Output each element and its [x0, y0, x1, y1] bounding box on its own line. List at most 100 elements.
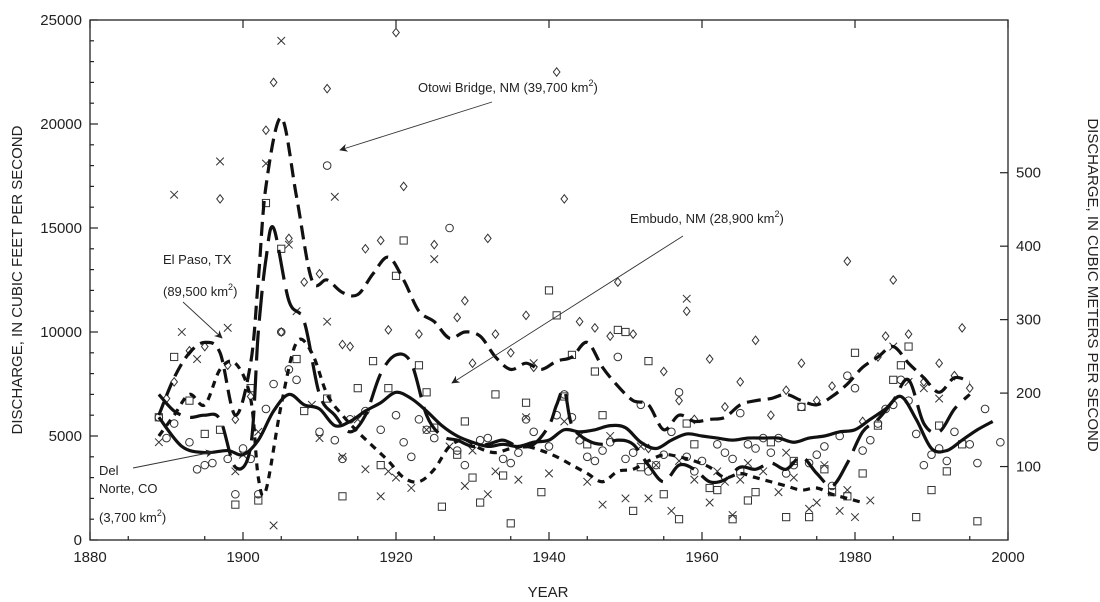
data-point-circle: [376, 425, 386, 435]
data-point-circle: [261, 404, 271, 414]
y2-tick-label: 400: [1016, 238, 1041, 255]
data-point-circle: [628, 448, 638, 457]
y2-tick-label: 300: [1016, 312, 1041, 329]
y-tick-label: 20000: [40, 116, 82, 133]
data-point-x: [483, 490, 492, 499]
data-point-circle: [521, 415, 531, 424]
data-point-square: [368, 357, 378, 366]
data-point-diamond: [522, 310, 530, 321]
data-point-circle: [866, 435, 875, 445]
series-line: [157, 337, 864, 505]
data-point-square: [751, 488, 760, 497]
data-point-circle: [192, 464, 202, 474]
data-point-circle: [858, 446, 867, 455]
data-point-square: [391, 271, 401, 280]
data-point-diamond: [950, 370, 959, 381]
data-point-circle: [827, 481, 837, 491]
annotations: Otowi Bridge, NM (39,700 km2) Embudo, NM…: [99, 78, 784, 525]
data-point-square: [231, 500, 240, 509]
data-point-square: [453, 450, 462, 459]
data-point-circle: [651, 460, 661, 470]
data-point-x: [269, 521, 278, 530]
annotation-del-norte: Del: [99, 463, 119, 478]
data-point-x: [521, 413, 531, 422]
data-point-diamond: [613, 277, 622, 288]
data-point-x: [177, 327, 186, 337]
data-point-square: [200, 429, 209, 439]
data-point-x: [667, 506, 676, 516]
data-point-square: [644, 357, 653, 366]
data-point-diamond: [491, 329, 500, 340]
data-point-x: [491, 467, 500, 476]
data-point-diamond: [797, 358, 806, 369]
data-point-square: [590, 367, 599, 376]
data-point-diamond: [782, 385, 791, 396]
y-tick-label: 5000: [49, 428, 82, 445]
data-point-square: [942, 467, 951, 476]
x-tick-label: 1900: [226, 549, 259, 566]
data-point-square: [338, 492, 347, 501]
x-tick-label: 1880: [73, 549, 106, 566]
data-point-circle: [399, 437, 408, 447]
data-point-x: [682, 294, 691, 303]
data-point-square: [384, 384, 393, 393]
data-point-diamond: [828, 381, 836, 392]
data-point-circle: [460, 460, 470, 470]
data-point-circle: [162, 433, 171, 443]
series-line: [157, 116, 971, 432]
data-point-diamond: [346, 341, 355, 352]
data-point-diamond: [170, 376, 179, 387]
data-point-diamond: [460, 295, 469, 306]
plot-frame: [89, 19, 1009, 541]
data-point-circle: [208, 458, 217, 468]
data-point-circle: [735, 408, 745, 418]
data-point-square: [414, 361, 424, 370]
data-point-diamond: [300, 277, 309, 288]
y2-tick-label: 500: [1016, 165, 1041, 182]
data-point-circle: [200, 460, 210, 470]
data-point-circle: [667, 427, 676, 437]
data-point-x: [919, 384, 929, 393]
data-point-x: [644, 494, 653, 503]
data-point-x: [422, 425, 431, 434]
x-tick-label: 2000: [991, 549, 1024, 566]
data-point-square: [353, 384, 362, 393]
data-point-x: [598, 500, 607, 509]
data-point-square: [460, 417, 469, 426]
data-point-diamond: [935, 358, 944, 369]
data-point-diamond: [659, 366, 668, 377]
data-point-diamond: [736, 376, 745, 387]
data-point-diamond: [766, 410, 775, 421]
data-point-diamond: [881, 331, 890, 342]
data-point-square: [613, 325, 622, 335]
data-point-x: [223, 323, 232, 332]
data-point-diamond: [231, 414, 240, 425]
data-point-circle: [743, 440, 753, 449]
x-tick-label: 1980: [838, 549, 871, 566]
data-point-diamond: [284, 233, 293, 244]
data-point-square: [927, 485, 936, 495]
data-point-x: [728, 510, 737, 520]
data-point-diamond: [262, 125, 270, 136]
data-point-x: [743, 458, 753, 468]
data-point-diamond: [483, 233, 492, 244]
data-point-circle: [391, 410, 401, 420]
data-point-diamond: [705, 354, 714, 365]
data-point-square: [521, 398, 531, 407]
data-point-circle: [950, 427, 959, 437]
data-point-circle: [797, 402, 806, 412]
data-point-diamond: [552, 66, 561, 78]
data-point-circle: [812, 450, 822, 460]
data-point-diamond: [376, 235, 385, 246]
data-point-diamond: [200, 341, 209, 352]
data-point-x: [322, 317, 332, 326]
data-point-square: [674, 515, 684, 524]
annotation-el-paso: El Paso, TX: [163, 252, 232, 267]
data-point-square: [766, 438, 775, 447]
data-point-square: [858, 469, 867, 478]
data-point-circle: [713, 440, 722, 449]
data-point-circle: [582, 452, 592, 462]
smoothed-lines: [157, 116, 994, 505]
data-point-x: [460, 481, 470, 491]
data-point-x: [407, 483, 416, 493]
